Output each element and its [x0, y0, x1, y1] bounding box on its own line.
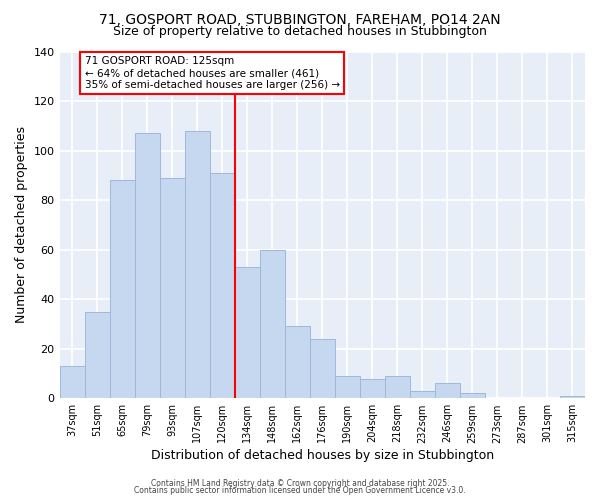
Bar: [85, 312, 110, 398]
Bar: [360, 378, 385, 398]
Bar: [209, 173, 235, 398]
Text: Contains public sector information licensed under the Open Government Licence v3: Contains public sector information licen…: [134, 486, 466, 495]
Bar: [185, 131, 209, 398]
Text: 71 GOSPORT ROAD: 125sqm
← 64% of detached houses are smaller (461)
35% of semi-d: 71 GOSPORT ROAD: 125sqm ← 64% of detache…: [85, 56, 340, 90]
X-axis label: Distribution of detached houses by size in Stubbington: Distribution of detached houses by size …: [151, 450, 494, 462]
Bar: [410, 391, 435, 398]
Bar: [260, 250, 285, 398]
Text: Contains HM Land Registry data © Crown copyright and database right 2025.: Contains HM Land Registry data © Crown c…: [151, 478, 449, 488]
Bar: [560, 396, 585, 398]
Y-axis label: Number of detached properties: Number of detached properties: [15, 126, 28, 324]
Bar: [285, 326, 310, 398]
Bar: [134, 134, 160, 398]
Bar: [385, 376, 410, 398]
Text: 71, GOSPORT ROAD, STUBBINGTON, FAREHAM, PO14 2AN: 71, GOSPORT ROAD, STUBBINGTON, FAREHAM, …: [99, 12, 501, 26]
Bar: [110, 180, 134, 398]
Bar: [310, 339, 335, 398]
Bar: [335, 376, 360, 398]
Bar: [460, 394, 485, 398]
Bar: [59, 366, 85, 398]
Bar: [160, 178, 185, 398]
Bar: [235, 267, 260, 398]
Text: Size of property relative to detached houses in Stubbington: Size of property relative to detached ho…: [113, 24, 487, 38]
Bar: [435, 384, 460, 398]
